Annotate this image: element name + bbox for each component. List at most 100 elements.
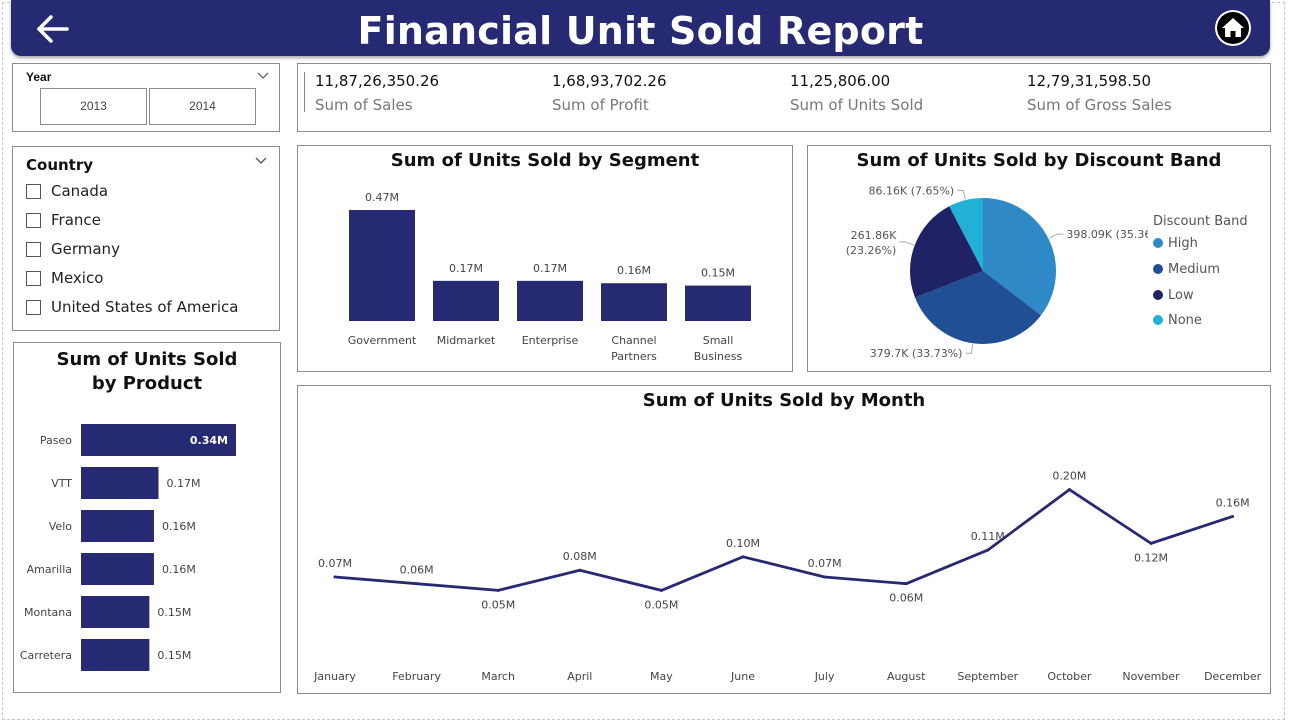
checkbox[interactable]	[26, 183, 41, 199]
legend-item-none[interactable]: None	[1153, 312, 1202, 328]
segment-bar-chart: 0.47M Government 0.17M Midmarket 0.17M Enterp…	[348, 191, 751, 363]
month-value-label: 0.11M	[971, 530, 1005, 543]
home-icon	[1217, 12, 1249, 44]
month-point	[741, 555, 745, 559]
kpi-profit-label: Sum of Profit	[552, 96, 649, 114]
month-category-label: December	[1204, 670, 1262, 683]
country-option-mexico[interactable]: Mexico	[26, 268, 103, 288]
checkbox[interactable]	[26, 241, 41, 257]
segment-bar	[349, 210, 415, 321]
kpi-gross-sales-value: 12,79,31,598.50	[1027, 72, 1152, 90]
year-slicer-label: Year	[26, 70, 52, 84]
checkbox[interactable]	[26, 270, 41, 286]
product-bar	[81, 639, 150, 671]
pie-leader-line	[957, 189, 966, 200]
discount-pie-chart: 398.09K (35.36%) 379.7K (33.73%) 261.86K (2…	[846, 184, 1148, 360]
chevron-down-icon[interactable]	[256, 71, 270, 81]
pie-slice-low	[910, 206, 983, 298]
pie-data-label: 398.09K (35.36%)	[1066, 228, 1148, 241]
checkbox[interactable]	[26, 299, 41, 315]
segment-category-label: Government	[348, 334, 417, 347]
month-point	[415, 582, 419, 586]
pie-slice-high	[983, 198, 1056, 316]
product-value-label: 0.16M	[162, 520, 196, 533]
country-label: United States of America	[51, 298, 239, 316]
segment-value-label: 0.17M	[533, 262, 567, 275]
product-category-label: Paseo	[40, 434, 72, 447]
month-value-label: 0.07M	[318, 557, 352, 570]
legend-item-high[interactable]: High	[1153, 235, 1198, 251]
pie-slice-medium	[914, 271, 1042, 344]
year-option-2014[interactable]: 2014	[149, 88, 256, 125]
discount-chart-title: Sum of Units Sold by Discount Band	[856, 150, 1222, 171]
segment-category-label: Midmarket	[437, 334, 496, 347]
segment-bar	[433, 280, 499, 321]
month-point	[659, 588, 663, 592]
month-value-label: 0.05M	[644, 598, 678, 611]
product-category-label: VTT	[51, 477, 72, 490]
year-option-2013[interactable]: 2013	[40, 88, 147, 125]
kpi-gross-sales: 12,79,31,598.50 Sum of Gross Sales	[1027, 72, 1172, 114]
legend-item-low[interactable]: Low	[1153, 287, 1194, 303]
product-bar	[81, 596, 150, 628]
kpi-units-sold-label: Sum of Units Sold	[790, 96, 924, 114]
month-category-label: September	[957, 670, 1018, 683]
month-series-line	[334, 488, 1234, 592]
segment-value-label: 0.15M	[701, 267, 735, 280]
checkbox[interactable]	[26, 212, 41, 228]
segment-value-label: 0.47M	[365, 191, 399, 204]
product-bar	[81, 510, 154, 542]
kpi-divider	[304, 72, 305, 112]
kpi-card: 11,87,26,350.26 Sum of Sales 1,68,93,702…	[297, 63, 1271, 132]
pie-leader-line	[899, 241, 914, 246]
discount-chart-card: Sum of Units Sold by Discount Band 398.0…	[807, 145, 1271, 372]
segment-category-label: Enterprise	[522, 334, 579, 347]
product-chart-title: Sum of Units Sold by Product	[56, 349, 238, 394]
month-category-label: June	[730, 670, 755, 683]
kpi-profit: 1,68,93,702.26 Sum of Profit	[552, 72, 667, 114]
month-point	[1067, 488, 1071, 492]
month-chart-card: Sum of Units Sold by Month 0.07M January 0…	[297, 385, 1271, 694]
month-category-label: April	[567, 670, 592, 683]
country-option-germany[interactable]: Germany	[26, 239, 120, 259]
year-slicer: Year 2013 2014	[12, 63, 280, 132]
month-value-label: 0.06M	[400, 564, 434, 577]
back-button[interactable]	[33, 12, 73, 46]
segment-value-label: 0.16M	[617, 264, 651, 277]
home-button[interactable]	[1215, 10, 1251, 46]
month-point	[1231, 514, 1235, 518]
product-value-label: 0.15M	[157, 649, 191, 662]
legend-label: Low	[1168, 287, 1194, 303]
chevron-down-icon[interactable]	[254, 156, 268, 166]
month-point	[823, 575, 827, 579]
legend-dot	[1153, 315, 1163, 325]
month-value-label: 0.06M	[889, 592, 923, 605]
legend-dot	[1153, 264, 1163, 274]
month-point	[904, 582, 908, 586]
month-point	[578, 568, 582, 572]
legend-label: High	[1168, 235, 1198, 251]
month-point	[1149, 541, 1153, 545]
country-option-canada[interactable]: Canada	[26, 181, 108, 201]
kpi-units-sold: 11,25,806.00 Sum of Units Sold	[790, 72, 923, 114]
kpi-sales: 11,87,26,350.26 Sum of Sales	[315, 72, 439, 114]
month-category-label: November	[1122, 670, 1180, 683]
kpi-sales-label: Sum of Sales	[315, 96, 413, 114]
country-option-france[interactable]: France	[26, 210, 101, 230]
segment-category-label: Business	[694, 350, 743, 363]
legend-dot	[1153, 290, 1163, 300]
country-label: Mexico	[51, 269, 104, 287]
legend-item-medium[interactable]: Medium	[1153, 261, 1220, 277]
month-category-label: March	[481, 670, 515, 683]
product-chart-card: Sum of Units Sold by Product Paseo 0.34M V…	[13, 342, 281, 693]
month-value-label: 0.12M	[1134, 551, 1168, 564]
report-header: Financial Unit Sold Report	[11, 0, 1270, 56]
country-slicer: Country Canada France Germany Mexico Uni…	[12, 146, 280, 331]
product-bar	[81, 467, 159, 499]
month-value-label: 0.16M	[1216, 496, 1250, 509]
product-value-label: 0.15M	[157, 606, 191, 619]
segment-chart-card: Sum of Units Sold by Segment 0.47M Govern…	[297, 145, 793, 372]
country-option-united-states-of-america[interactable]: United States of America	[26, 297, 238, 317]
country-label: France	[51, 211, 101, 229]
product-category-label: Velo	[49, 520, 72, 533]
